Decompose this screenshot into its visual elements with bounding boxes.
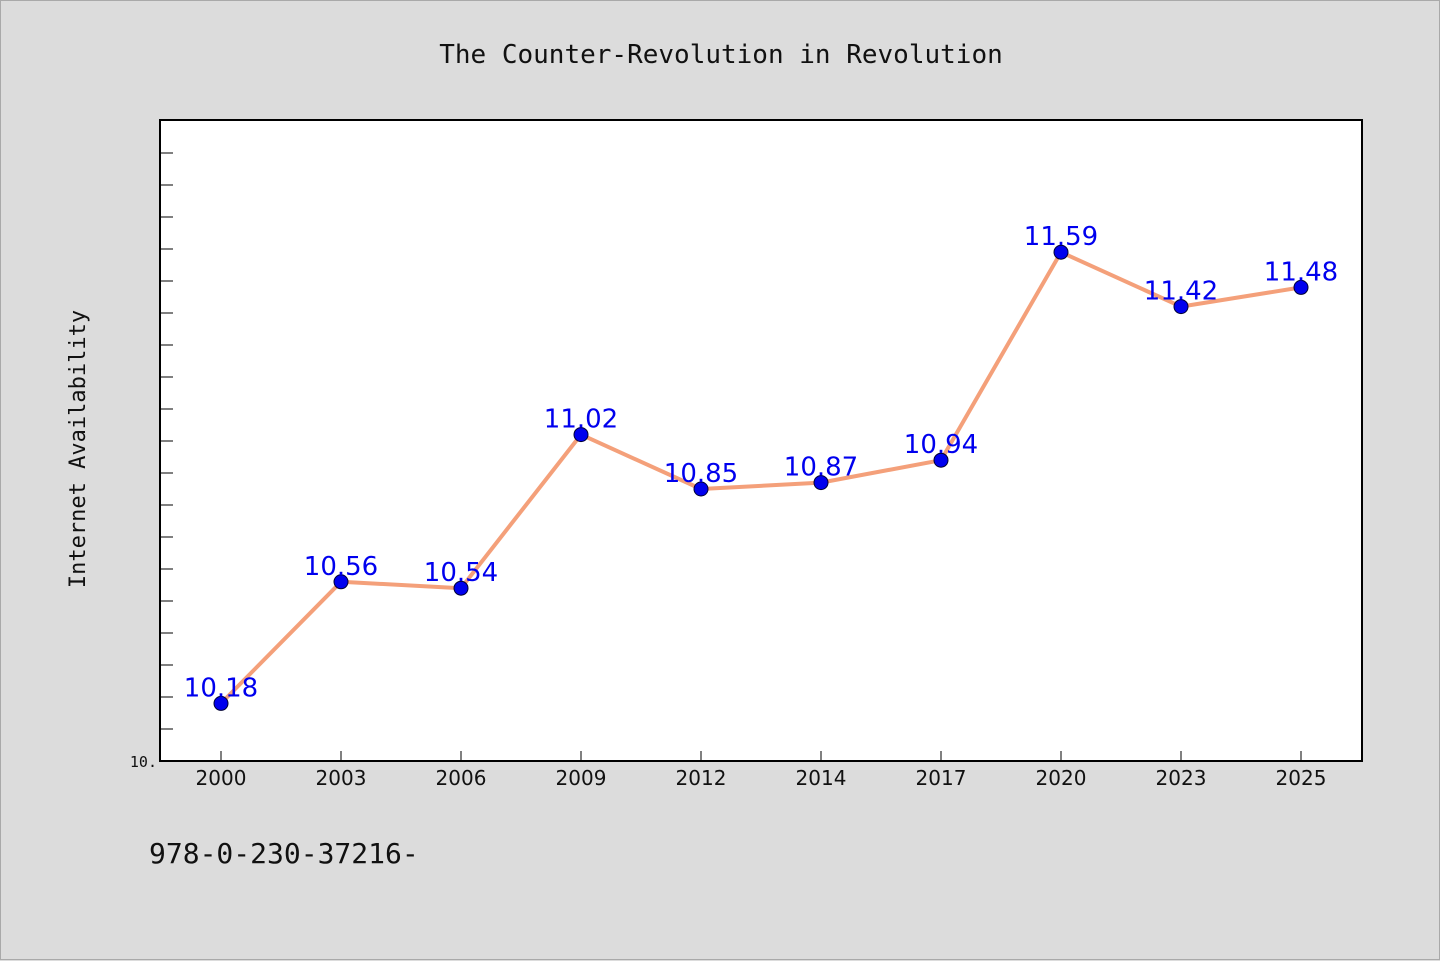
x-tick-label: 2020 bbox=[1036, 766, 1087, 790]
data-point bbox=[1053, 244, 1069, 260]
data-label: 10.94 bbox=[904, 430, 978, 460]
series-group: 10.18 10.56 10.54 11.02 10.85 10.87 10.94 11.59… bbox=[184, 222, 1338, 711]
data-point bbox=[573, 427, 589, 443]
footer-code: 978-0-230-37216- bbox=[149, 837, 419, 870]
x-tick-label: 2003 bbox=[316, 766, 367, 790]
data-point bbox=[693, 481, 709, 497]
y-ticks bbox=[161, 152, 173, 730]
data-label: 11.42 bbox=[1144, 277, 1218, 307]
data-point bbox=[1173, 299, 1189, 315]
x-tick-label: 2014 bbox=[796, 766, 847, 790]
chart-title: The Counter-Revolution in Revolution bbox=[439, 40, 1003, 70]
data-point bbox=[813, 475, 829, 491]
data-label: 10.18 bbox=[184, 673, 258, 703]
data-label: 11.59 bbox=[1024, 222, 1098, 252]
series-line bbox=[219, 250, 1302, 705]
data-point bbox=[213, 695, 229, 711]
data-label: 11.48 bbox=[1264, 257, 1338, 287]
data-point bbox=[333, 574, 349, 590]
x-tick-label: 2009 bbox=[556, 766, 607, 790]
x-tick-label: 2006 bbox=[436, 766, 487, 790]
x-tick-label: 2023 bbox=[1156, 766, 1207, 790]
data-label: 10.87 bbox=[784, 453, 858, 483]
x-tick-label: 2017 bbox=[916, 766, 967, 790]
data-label: 10.54 bbox=[424, 558, 498, 588]
y-axis-label: Internet Availability bbox=[66, 310, 91, 588]
x-tick-label: 2000 bbox=[196, 766, 247, 790]
data-label: 11.02 bbox=[544, 405, 618, 435]
data-point bbox=[453, 580, 469, 596]
x-tick-label: 2025 bbox=[1276, 766, 1327, 790]
data-label: 10.56 bbox=[304, 552, 378, 582]
data-point bbox=[1293, 279, 1309, 295]
data-point bbox=[933, 452, 949, 468]
y-tick-label: 10. bbox=[130, 753, 157, 771]
x-tick-label: 2012 bbox=[676, 766, 727, 790]
data-label: 10.85 bbox=[664, 459, 738, 489]
x-ticks: 2000 2003 2006 2009 2012 2014 2017 2020 2023 2025 bbox=[196, 751, 1327, 790]
plot-area bbox=[159, 119, 1363, 762]
